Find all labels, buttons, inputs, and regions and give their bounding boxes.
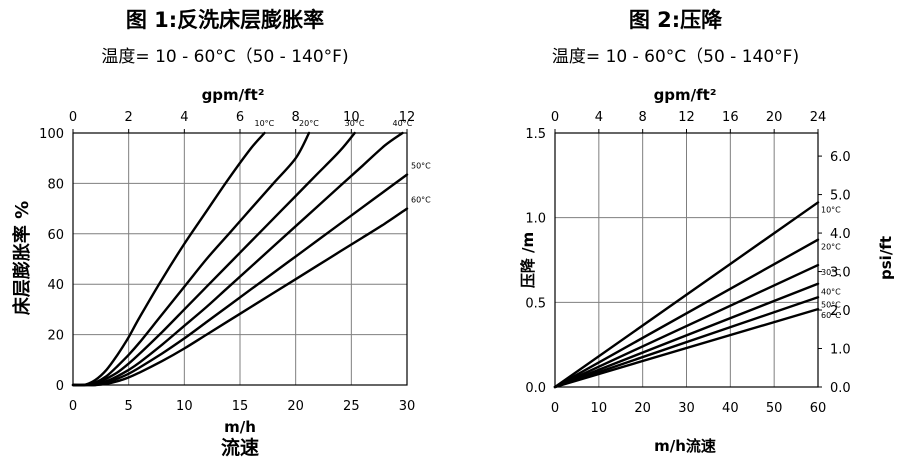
y2-tick-label: 4.0 [830, 227, 851, 242]
x2-tick-label: 10 [343, 110, 360, 125]
chart-subtitle: 温度= 10 - 60°C（50 - 140°F) [101, 47, 349, 67]
series-line [553, 201, 820, 389]
x2-tick-label: 20 [766, 110, 783, 125]
top-axis-title: gpm/ft² [654, 86, 717, 104]
series-label: 50°C [821, 300, 841, 309]
y-axis-title: 压降 /m [519, 232, 537, 288]
y-tick-label: 80 [47, 177, 64, 192]
x-axis-title: m/h流速 [654, 437, 716, 455]
y-tick-label: 40 [47, 278, 64, 293]
x2-tick-label: 2 [125, 110, 133, 125]
x2-tick-label: 6 [236, 110, 244, 125]
x2-tick-label: 12 [399, 110, 416, 125]
y-tick-label: 100 [39, 127, 64, 142]
series-label: 30°C [345, 119, 365, 128]
x-tick-label: 60 [810, 401, 827, 416]
series-line [553, 263, 820, 389]
x2-tick-label: 8 [639, 110, 647, 125]
series-label: 20°C [299, 119, 319, 128]
y-tick-label: 0 [56, 379, 64, 394]
series-line [553, 296, 820, 389]
series-label: 10°C [821, 205, 841, 214]
x2-tick-label: 12 [678, 110, 695, 125]
x2-tick-label: 8 [292, 110, 300, 125]
y-axis-title: 床层膨胀率 % [11, 201, 33, 315]
series-label: 40°C [821, 288, 841, 297]
chart-panel-pressure-drop: 图 2:压降 温度= 10 - 60°C（50 - 140°F) 0 10 20 30… [450, 0, 901, 471]
x-tick-label: 15 [232, 399, 249, 414]
x-axis-title: m/h [224, 418, 256, 436]
y-tick-label: 0.5 [525, 296, 546, 311]
x-tick-label: 5 [125, 399, 133, 414]
series-label: 50°C [411, 162, 431, 171]
chart-title: 图 2:压降 [628, 8, 723, 32]
y-tick-label: 1.5 [525, 127, 546, 142]
x-tick-label: 30 [678, 401, 695, 416]
x2-tick-label: 0 [551, 110, 559, 125]
x-tick-label: 0 [69, 399, 77, 414]
right-axis-title: psi/ft [877, 236, 895, 280]
series-line [71, 131, 266, 387]
y-tick-label: 60 [47, 228, 64, 243]
y-tick-label: 20 [47, 329, 64, 344]
y2-tick-label: 2.0 [830, 304, 851, 319]
series-line [71, 207, 409, 387]
x-tick-label: 25 [343, 399, 360, 414]
x2-tick-label: 0 [69, 110, 77, 125]
y2-tick-label: 1.0 [830, 343, 851, 358]
chart-subtitle: 温度= 10 - 60°C（50 - 140°F) [551, 47, 800, 67]
x-tick-label: 50 [766, 401, 783, 416]
x-tick-label: 30 [399, 399, 416, 414]
series-label: 40°C [393, 119, 413, 128]
series-line [553, 238, 820, 389]
series-label: 30°C [821, 268, 841, 277]
x2-tick-label: 4 [595, 110, 603, 125]
x-tick-label: 40 [722, 401, 739, 416]
y-tick-label: 0.0 [525, 381, 546, 396]
chart-title: 图 1:反洗床层膨胀率 [125, 8, 325, 32]
series-line [553, 307, 820, 389]
series-line [71, 131, 404, 387]
x2-tick-label: 16 [722, 110, 739, 125]
series-label: 10°C [254, 119, 274, 128]
y2-tick-label: 0.0 [830, 381, 851, 396]
x2-tick-label: 24 [810, 110, 827, 125]
top-axis-title: gpm/ft² [202, 86, 265, 104]
y2-tick-label: 6.0 [830, 150, 851, 165]
y2-tick-label: 3.0 [830, 266, 851, 281]
x2-tick-label: 4 [180, 110, 188, 125]
series-label: 60°C [411, 196, 431, 205]
series-label: 20°C [821, 243, 841, 252]
x-tick-label: 10 [591, 401, 608, 416]
x-tick-label: 0 [551, 401, 559, 416]
series-label: 60°C [821, 311, 841, 320]
x-tick-label: 10 [176, 399, 193, 414]
x-tick-label: 20 [287, 399, 304, 414]
x-axis-title-cn: 流速 [221, 436, 259, 459]
chart-panel-bed-expansion: 图 1:反洗床层膨胀率 温度= 10 - 60°C（50 - 140°F) 0 5… [0, 0, 450, 471]
bed-expansion-chart: 0 5 10 15 20 25 30 0 20 40 60 80 100 0 2 4 6 8 10 12 10°C 20… [11, 86, 431, 459]
y2-tick-label: 5.0 [830, 189, 851, 204]
x-tick-label: 20 [634, 401, 651, 416]
series-line [71, 131, 356, 387]
series-line [71, 131, 311, 387]
pressure-drop-chart: 0 10 20 30 40 50 600.00.51.01.50 4 8 12 16 20 240.01… [519, 86, 895, 455]
y-tick-label: 1.0 [525, 212, 546, 227]
series-line [553, 282, 820, 389]
